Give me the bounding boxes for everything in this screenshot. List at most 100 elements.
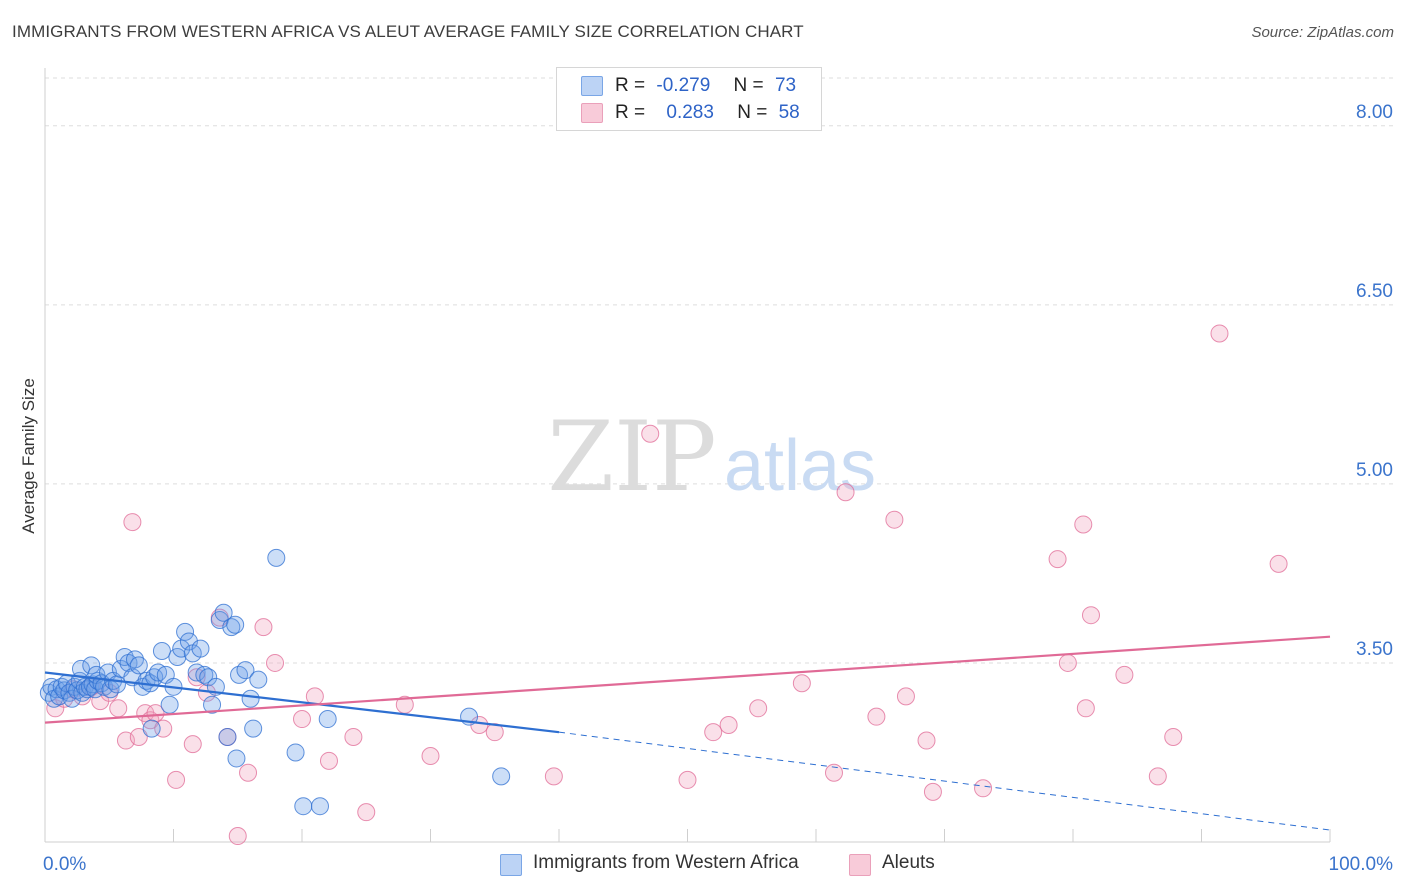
data-point xyxy=(152,642,171,660)
data-point xyxy=(1081,606,1100,625)
data-point xyxy=(228,827,247,846)
data-point xyxy=(160,695,179,714)
y-axis-label: Average Family Size xyxy=(19,378,38,534)
watermark-zip: ZIP xyxy=(547,401,716,513)
data-point xyxy=(1074,515,1093,534)
data-point xyxy=(191,639,210,658)
data-point xyxy=(129,727,148,746)
blue-swatch-icon xyxy=(581,76,603,96)
data-point xyxy=(293,710,311,729)
data-point xyxy=(1058,653,1077,672)
data-point xyxy=(267,548,286,567)
data-point xyxy=(310,797,329,816)
legend-n-value: 58 xyxy=(778,102,800,123)
legend-r-label: R = xyxy=(615,102,646,123)
trend-line-western-africa xyxy=(44,671,560,734)
data-point xyxy=(129,656,148,675)
data-point xyxy=(286,743,305,762)
axis-ticks xyxy=(173,829,1331,842)
data-point xyxy=(1076,699,1095,718)
data-point xyxy=(344,727,363,746)
legend-n-label: N = xyxy=(733,75,764,96)
data-point xyxy=(172,639,191,658)
legend-n-value: 73 xyxy=(774,75,797,96)
legend-r-label: R = xyxy=(615,75,646,96)
data-point xyxy=(492,767,511,786)
legend-r-value: 0.283 xyxy=(666,102,714,123)
legend-n-label: N = xyxy=(737,102,768,123)
data-point xyxy=(266,653,285,672)
y-tick-label: 5.00 xyxy=(1356,460,1393,481)
data-point xyxy=(1148,767,1167,786)
watermark-atlas: atlas xyxy=(724,426,876,506)
western-africa-points xyxy=(39,548,511,816)
bottom-legend-pink-label: Aleuts xyxy=(882,852,935,873)
data-point xyxy=(146,704,165,723)
data-point xyxy=(704,723,723,742)
y-tick-label: 6.50 xyxy=(1356,281,1393,302)
data-point xyxy=(836,483,855,502)
trend-lines xyxy=(44,635,1331,831)
data-point xyxy=(641,424,660,443)
axis-labels: 3.50 5.00 6.50 8.00 0.0% 100.0% Average Family… xyxy=(19,102,1393,875)
data-point xyxy=(1269,554,1288,573)
data-point xyxy=(168,647,187,666)
x-tick-label-min: 0.0% xyxy=(43,854,86,875)
data-point xyxy=(236,661,255,680)
data-point xyxy=(544,767,563,786)
data-point xyxy=(678,770,697,789)
data-point xyxy=(227,749,246,768)
trend-line-western-africa-extension xyxy=(558,731,1331,831)
watermark: ZIP atlas xyxy=(547,401,876,513)
pink-swatch-icon xyxy=(581,103,603,123)
data-point xyxy=(230,665,249,684)
data-point xyxy=(46,699,65,718)
data-point xyxy=(249,670,268,689)
data-point xyxy=(214,603,233,622)
data-point xyxy=(974,779,993,798)
aleut-points xyxy=(46,324,1288,846)
data-point xyxy=(183,735,202,754)
data-point xyxy=(123,513,142,532)
trend-line-aleuts xyxy=(44,635,1331,724)
data-point xyxy=(896,687,915,706)
data-point xyxy=(923,782,942,801)
bottom-legend-western-africa: Immigrants from Western Africa xyxy=(500,852,799,876)
data-point xyxy=(83,675,102,694)
data-point xyxy=(254,618,273,637)
data-point xyxy=(319,751,338,770)
data-point xyxy=(179,632,198,651)
source-label: Source: ZipAtlas.com xyxy=(1251,24,1394,41)
data-point xyxy=(107,675,126,694)
data-point xyxy=(792,674,811,693)
x-tick-label-max: 100.0% xyxy=(1329,854,1394,875)
data-point xyxy=(1048,550,1067,569)
data-point xyxy=(824,763,843,782)
data-point xyxy=(142,719,161,738)
bottom-legend-aleuts: Aleuts xyxy=(849,852,935,876)
data-point xyxy=(226,615,245,634)
data-point xyxy=(218,727,237,746)
blue-swatch-icon xyxy=(500,854,522,876)
data-point xyxy=(885,510,904,529)
y-tick-label: 3.50 xyxy=(1356,639,1393,660)
data-point xyxy=(239,763,258,782)
bottom-legend-blue-label: Immigrants from Western Africa xyxy=(533,852,799,873)
pink-swatch-icon xyxy=(849,854,871,876)
grid-lines xyxy=(45,77,1395,664)
data-point xyxy=(421,747,440,766)
data-point xyxy=(357,803,376,822)
data-point xyxy=(1164,727,1183,746)
data-point xyxy=(1210,324,1229,343)
legend-r-value: -0.279 xyxy=(656,75,711,96)
data-point xyxy=(241,689,260,708)
data-point xyxy=(109,699,128,718)
y-tick-label: 8.00 xyxy=(1356,102,1393,123)
correlation-legend: R = -0.279 N = 73 R = 0.283 N = 58 xyxy=(556,67,822,131)
data-point xyxy=(82,656,101,675)
chart-title: IMMIGRANTS FROM WESTERN AFRICA VS ALEUT … xyxy=(12,22,804,41)
data-point xyxy=(167,770,186,789)
data-point xyxy=(244,719,263,738)
data-point xyxy=(176,622,195,641)
